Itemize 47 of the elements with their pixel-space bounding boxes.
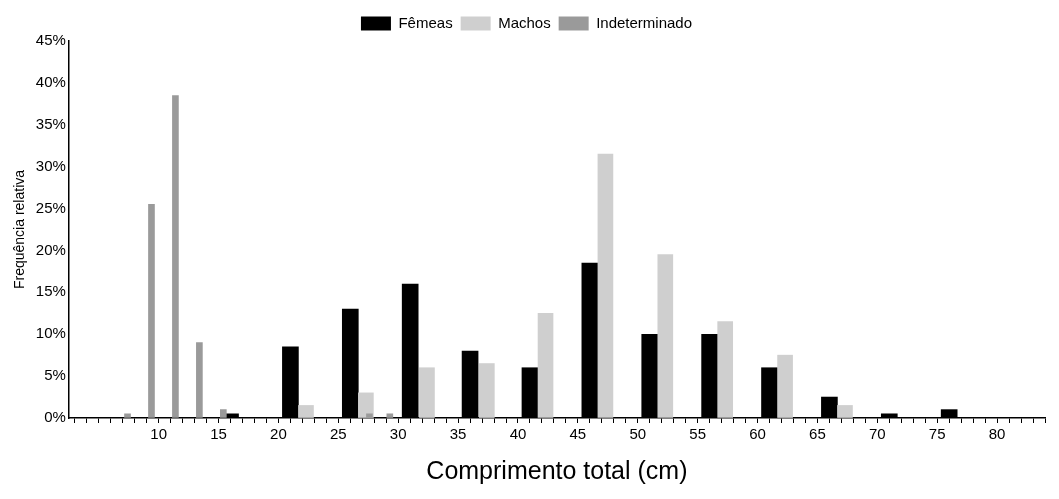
bar (298, 405, 314, 418)
x-tick-label: 65 (809, 425, 826, 443)
bar (366, 413, 373, 418)
bar (172, 95, 179, 418)
bar (597, 153, 614, 418)
bar (777, 354, 793, 418)
x-tick-label: 15 (210, 425, 227, 443)
y-tick-label: 20% (35, 240, 66, 258)
bar (537, 312, 554, 418)
x-tick-label: 35 (449, 425, 467, 443)
bar (419, 367, 435, 418)
y-axis-title: Frequência relativa (11, 169, 28, 290)
x-tick-label: 70 (868, 425, 886, 443)
y-tick-label: 40% (35, 73, 66, 91)
x-tick-label: 80 (988, 425, 1006, 443)
bar (479, 363, 495, 418)
x-tick-label: 75 (928, 425, 946, 443)
x-tick-label: 45 (569, 425, 587, 443)
bar (124, 413, 131, 418)
bar (220, 409, 227, 418)
y-tick-label: 25% (35, 198, 66, 216)
x-tick-label: 55 (689, 425, 706, 443)
x-tick-label: 60 (749, 425, 766, 443)
y-tick-label: 10% (35, 324, 66, 342)
legend-label: Indeterminado (596, 13, 693, 31)
x-tick-label: 20 (270, 425, 287, 443)
x-axis-title: Comprimento total (cm) (426, 455, 688, 484)
x-tick-label: 40 (509, 425, 527, 443)
bar (657, 254, 674, 418)
y-tick-label: 45% (35, 31, 66, 49)
y-tick-label: 0% (44, 408, 66, 426)
x-tick-label: 25 (329, 425, 347, 443)
bar (386, 413, 394, 418)
y-tick-label: 5% (44, 366, 66, 384)
bar (196, 342, 203, 418)
y-tick-label: 35% (35, 114, 66, 132)
bar (358, 392, 374, 418)
x-tick-label: 50 (629, 425, 647, 443)
x-tick-label: 30 (389, 425, 407, 443)
x-tick-label: 10 (150, 425, 167, 443)
y-tick-label: 30% (35, 156, 66, 174)
legend-label: Machos (498, 13, 551, 31)
bar (717, 321, 734, 418)
y-tick-label: 15% (35, 282, 66, 300)
bar (837, 405, 853, 418)
legend-label: Fêmeas (398, 13, 453, 31)
bar (148, 204, 155, 418)
